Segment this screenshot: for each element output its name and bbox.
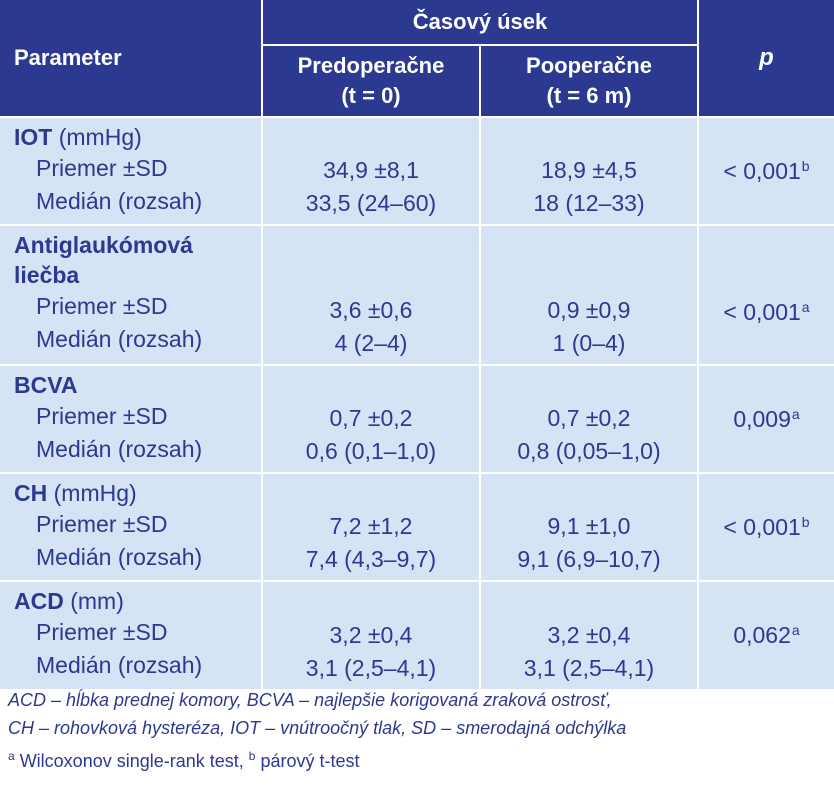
postoperative-median: 3,1 (2,5–4,1) <box>523 655 655 681</box>
p-value-footnote-mark: b <box>801 157 810 174</box>
abbreviations-line-1: ACD – hĺbka prednej komory, BCVA – najle… <box>8 690 612 710</box>
preoperative-mean: 3,2 ±0,4 <box>329 622 413 648</box>
preoperative-mean: 3,6 ±0,6 <box>329 297 413 323</box>
preoperative-cell: 3,2 ±0,4 3,1 (2,5–4,1) <box>261 580 480 689</box>
p-value-cell: 0,009a <box>697 364 834 473</box>
postoperative-median: 9,1 (6,9–10,7) <box>517 546 661 572</box>
p-value-cell: 0,062a <box>697 580 834 689</box>
p-value: < 0,001 <box>723 299 801 325</box>
postoperative-mean: 3,2 ±0,4 <box>547 622 631 648</box>
preoperative-median: 3,1 (2,5–4,1) <box>305 655 437 681</box>
test-b-label: párový t-test <box>255 751 360 771</box>
median-range-label: Medián (rozsah) <box>36 652 203 678</box>
p-value-cell: < 0,001b <box>697 472 834 581</box>
mean-sd-label: Priemer ±SD <box>36 619 168 645</box>
parameter-cell: IOT (mmHg) Priemer ±SD Medián (rozsah) <box>0 116 262 225</box>
mean-sd-label: Priemer ±SD <box>36 155 168 181</box>
parameter-unit: (mmHg) <box>47 480 137 506</box>
postoperative-cell: 0,7 ±0,2 0,8 (0,05–1,0) <box>479 364 698 473</box>
header-preoperative-label: Predoperačne <box>297 53 445 78</box>
postoperative-cell: 9,1 ±1,0 9,1 (6,9–10,7) <box>479 472 698 581</box>
preoperative-cell: 0,7 ±0,2 0,6 (0,1–1,0) <box>261 364 480 473</box>
p-value-cell: < 0,001b <box>697 116 834 225</box>
preoperative-cell: 34,9 ±8,1 33,5 (24–60) <box>261 116 480 225</box>
preoperative-mean: 34,9 ±8,1 <box>323 157 419 183</box>
mean-sd-label: Priemer ±SD <box>36 293 168 319</box>
preoperative-cell: 3,6 ±0,6 4 (2–4) <box>261 224 480 365</box>
mean-sd-label: Priemer ±SD <box>36 403 168 429</box>
parameter-name: BCVA <box>14 372 78 398</box>
header-preoperative-time: (t = 0) <box>341 83 401 108</box>
header-parameter: Parameter <box>0 0 262 117</box>
parameter-unit: (mmHg) <box>52 124 142 150</box>
p-value-footnote-mark: a <box>791 622 800 638</box>
median-range-label: Medián (rozsah) <box>36 544 203 570</box>
parameter-unit: (mm) <box>63 588 124 614</box>
p-value-footnote-mark: a <box>791 405 800 422</box>
results-table: Parameter Časový úsek p Predoperačne (t … <box>0 0 834 689</box>
table-row: Antiglaukómová liečba Priemer ±SD Medián… <box>0 224 834 365</box>
preoperative-median: 4 (2–4) <box>334 330 408 356</box>
footnote-mark-a: a <box>8 749 15 763</box>
postoperative-cell: 0,9 ±0,9 1 (0–4) <box>479 224 698 365</box>
median-range-label: Medián (rozsah) <box>36 326 203 352</box>
preoperative-median: 0,6 (0,1–1,0) <box>305 438 437 464</box>
parameter-cell: ACD (mm) Priemer ±SD Medián (rozsah) <box>0 580 262 689</box>
header-preoperative: Predoperačne (t = 0) <box>261 45 480 117</box>
postoperative-mean: 0,7 ±0,2 <box>547 405 631 431</box>
abbreviations-line-2: CH – rohovková hysteréza, IOT – vnútrooč… <box>8 718 627 738</box>
footnote-mark-b: b <box>248 749 256 763</box>
p-value-cell: < 0,001a <box>697 224 834 365</box>
postoperative-median: 0,8 (0,05–1,0) <box>517 438 661 464</box>
median-range-label: Medián (rozsah) <box>36 436 203 462</box>
table-row: CH (mmHg) Priemer ±SD Medián (rozsah) 7,… <box>0 472 834 581</box>
p-value: 0,062 <box>733 622 791 648</box>
header-p-value: p <box>697 0 834 117</box>
parameter-name: CH <box>14 480 48 506</box>
parameter-cell: CH (mmHg) Priemer ±SD Medián (rozsah) <box>0 472 262 581</box>
table-row: IOT (mmHg) Priemer ±SD Medián (rozsah) 3… <box>0 116 834 225</box>
parameter-cell: BCVA Priemer ±SD Medián (rozsah) <box>0 364 262 473</box>
mean-sd-label: Priemer ±SD <box>36 511 168 537</box>
p-value-footnote-mark: b <box>801 513 810 530</box>
preoperative-mean: 0,7 ±0,2 <box>329 405 413 431</box>
postoperative-mean: 18,9 ±4,5 <box>541 157 637 183</box>
postoperative-mean: 0,9 ±0,9 <box>547 297 631 323</box>
parameter-name-line2: liečba <box>14 262 80 288</box>
parameter-cell: Antiglaukómová liečba Priemer ±SD Medián… <box>0 224 262 365</box>
preoperative-median: 33,5 (24–60) <box>305 190 437 216</box>
median-range-label: Medián (rozsah) <box>36 188 203 214</box>
test-a-label: Wilcoxonov single-rank test, <box>14 751 249 771</box>
preoperative-median: 7,4 (4,3–9,7) <box>305 546 437 572</box>
statistical-tests-line: a Wilcoxonov single-rank test, b párový … <box>8 742 834 775</box>
p-value: < 0,001 <box>723 513 801 540</box>
preoperative-cell: 7,2 ±1,2 7,4 (4,3–9,7) <box>261 472 480 581</box>
postoperative-cell: 18,9 ±4,5 18 (12–33) <box>479 116 698 225</box>
postoperative-cell: 3,2 ±0,4 3,1 (2,5–4,1) <box>479 580 698 689</box>
preoperative-mean: 7,2 ±1,2 <box>329 513 413 539</box>
postoperative-median: 18 (12–33) <box>533 190 645 216</box>
table-footnote: ACD – hĺbka prednej komory, BCVA – najle… <box>8 686 834 775</box>
parameter-name: IOT <box>14 124 53 150</box>
postoperative-mean: 9,1 ±1,0 <box>547 513 631 539</box>
table-row: BCVA Priemer ±SD Medián (rozsah) 0,7 ±0,… <box>0 364 834 473</box>
p-value: < 0,001 <box>723 157 801 184</box>
header-postoperative-time: (t = 6 m) <box>546 83 632 108</box>
p-value-footnote-mark: a <box>801 299 810 315</box>
parameter-name: ACD <box>14 588 64 614</box>
p-value: 0,009 <box>733 405 791 432</box>
header-time-period: Časový úsek <box>261 0 698 46</box>
header-postoperative: Pooperačne (t = 6 m) <box>479 45 698 117</box>
parameter-name: Antiglaukómová <box>14 232 193 258</box>
postoperative-median: 1 (0–4) <box>552 330 626 356</box>
header-postoperative-label: Pooperačne <box>526 53 652 78</box>
table-row: ACD (mm) Priemer ±SD Medián (rozsah) 3,2… <box>0 580 834 689</box>
